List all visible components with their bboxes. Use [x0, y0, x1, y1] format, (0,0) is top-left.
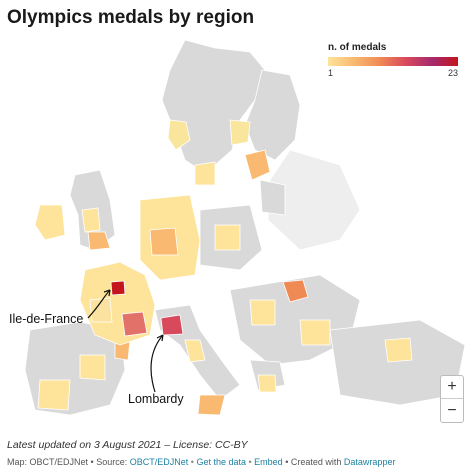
map-area[interactable]	[0, 30, 474, 430]
annotation-ile-de-france: Ile-de-France	[9, 312, 84, 326]
zoom-in-button[interactable]: +	[441, 376, 463, 399]
legend-gradient	[328, 57, 458, 66]
source-link[interactable]: OBCT/EDJNet	[129, 457, 189, 467]
map-credit: Map: OBCT/EDJNet	[7, 457, 89, 467]
legend-title: n. of medals	[328, 42, 387, 53]
legend-min-label: 1	[328, 68, 334, 78]
source-prefix: • Source:	[90, 457, 128, 467]
color-legend: n. of medals 1 23	[328, 42, 458, 80]
get-data-link[interactable]: Get the data	[196, 457, 246, 467]
bullet-separator: •	[248, 457, 252, 467]
legend-ticks: 1 23	[328, 68, 458, 80]
minus-icon: −	[447, 401, 457, 419]
update-note: Latest updated on 3 August 2021 – Licens…	[7, 439, 248, 451]
zoom-out-button[interactable]: −	[441, 399, 463, 422]
zoom-control: + −	[440, 375, 464, 423]
region-lombardy	[160, 314, 184, 336]
region-ireland	[34, 204, 66, 241]
region-romania-highlight	[282, 279, 309, 303]
europe-map[interactable]	[0, 30, 474, 430]
region-scandinavia	[161, 39, 266, 171]
region-finland	[244, 69, 301, 161]
datawrapper-link[interactable]: Datawrapper	[343, 457, 396, 467]
annotation-lombardy: Lombardy	[128, 392, 184, 406]
credits-line: Map: OBCT/EDJNet • Source: OBCT/EDJNet •…	[7, 457, 395, 467]
region-ile-de-france	[110, 280, 126, 296]
plus-icon: +	[447, 378, 457, 395]
bullet-separator: •	[190, 457, 194, 467]
legend-max-label: 23	[447, 68, 458, 78]
page-title: Olympics medals by region	[7, 7, 255, 28]
ile-de-france-arrow	[87, 289, 111, 319]
embed-link[interactable]: Embed	[254, 457, 283, 467]
lombardy-arrow	[150, 334, 164, 393]
created-with-text: • Created with	[285, 457, 342, 467]
